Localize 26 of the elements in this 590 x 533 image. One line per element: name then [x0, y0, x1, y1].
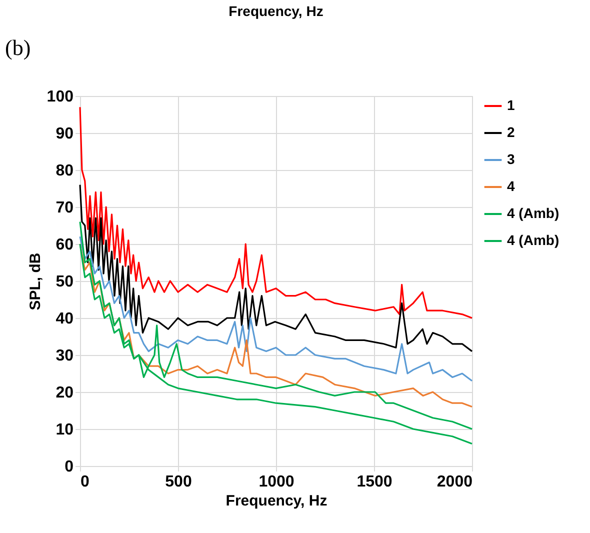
y-tick-label: 10: [56, 422, 74, 438]
y-tick-label: 100: [46, 88, 74, 106]
y-tick-label: 60: [56, 236, 74, 254]
legend-label: 1: [507, 97, 515, 113]
y-tick-label: 50: [56, 274, 74, 290]
x-tick-label: 1000: [258, 474, 294, 490]
legend-label: 4: [507, 178, 515, 194]
y-tick-label: 30: [56, 348, 74, 364]
y-tick-label: 0: [64, 458, 74, 476]
y-axis-title: SPL, dB: [26, 252, 44, 310]
x-tick-label: 2000: [436, 474, 473, 490]
x-tick-label: 0: [80, 474, 90, 490]
y-tick-label: 40: [56, 310, 74, 328]
chart-title: Frequency, Hz: [228, 3, 324, 19]
y-tick-label: 90: [56, 126, 74, 142]
legend-label: 4 (Amb): [507, 232, 560, 248]
y-tick-label: 20: [56, 384, 74, 402]
y-tick-label: 70: [56, 200, 74, 216]
y-tick-label: 80: [56, 162, 74, 180]
legend-label: 2: [507, 124, 515, 140]
x-axis-title: Frequency, Hz: [226, 492, 328, 510]
legend-label: 4 (Amb): [507, 205, 560, 221]
legend-label: 3: [507, 151, 515, 167]
x-tick-label: 500: [165, 474, 192, 490]
x-tick-label: 1500: [356, 474, 392, 490]
text: (b): [5, 35, 31, 60]
